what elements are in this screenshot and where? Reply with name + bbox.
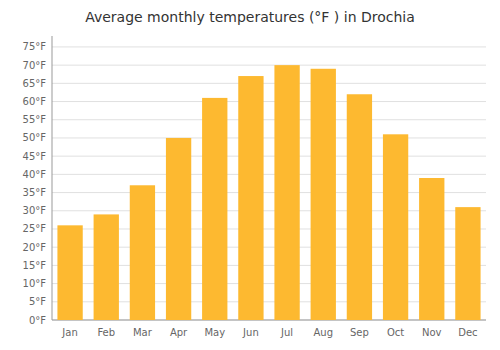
grid bbox=[52, 47, 486, 320]
y-tick-label: 45°F bbox=[23, 151, 47, 162]
y-tick-label: 0°F bbox=[29, 315, 46, 326]
y-tick-label: 65°F bbox=[23, 78, 47, 89]
y-tick-label: 15°F bbox=[23, 260, 47, 271]
x-tick-label: Jan bbox=[61, 327, 77, 338]
y-tick-label: 50°F bbox=[23, 132, 47, 143]
x-tick-label: Dec bbox=[458, 327, 477, 338]
y-tick-label: 25°F bbox=[23, 223, 47, 234]
bar bbox=[455, 207, 480, 320]
bar bbox=[311, 69, 336, 320]
grid-line bbox=[52, 65, 486, 66]
chart-container: Average monthly temperatures (°F ) in Dr… bbox=[0, 0, 500, 350]
y-tick-label: 55°F bbox=[23, 114, 47, 125]
bar bbox=[94, 214, 119, 320]
x-tick-label: Jul bbox=[280, 327, 293, 338]
bars bbox=[57, 65, 480, 320]
x-tick-label: Nov bbox=[422, 327, 442, 338]
bar bbox=[130, 185, 155, 320]
y-tick-label: 10°F bbox=[23, 278, 47, 289]
grid-line bbox=[52, 119, 486, 120]
y-tick-label: 5°F bbox=[29, 296, 46, 307]
bar bbox=[57, 225, 82, 320]
bar bbox=[238, 76, 263, 320]
bar bbox=[202, 98, 227, 320]
y-tick-label: 40°F bbox=[23, 169, 47, 180]
y-tick-label: 30°F bbox=[23, 205, 47, 216]
bar bbox=[166, 138, 191, 320]
y-tick-label: 70°F bbox=[23, 60, 47, 71]
x-tick-label: Apr bbox=[170, 327, 188, 338]
chart: Average monthly temperatures (°F ) in Dr… bbox=[0, 0, 500, 350]
grid-line bbox=[52, 83, 486, 84]
y-tick-label: 75°F bbox=[23, 41, 47, 52]
bar bbox=[383, 134, 408, 320]
x-tick-label: Aug bbox=[313, 327, 333, 338]
grid-line bbox=[52, 137, 486, 138]
bar bbox=[347, 94, 372, 320]
x-tick-label: Jun bbox=[242, 327, 259, 338]
y-tick-label: 60°F bbox=[23, 96, 47, 107]
x-tick-label: May bbox=[204, 327, 225, 338]
grid-line bbox=[52, 174, 486, 175]
grid-line bbox=[52, 101, 486, 102]
grid-line bbox=[52, 46, 486, 47]
title: Average monthly temperatures (°F ) in Dr… bbox=[85, 9, 415, 25]
y-tick-label: 35°F bbox=[23, 187, 47, 198]
y-tick-label: 20°F bbox=[23, 242, 47, 253]
y-axis-line bbox=[52, 36, 53, 320]
x-tick-label: Oct bbox=[387, 327, 404, 338]
grid-line bbox=[52, 156, 486, 157]
bar bbox=[274, 65, 299, 320]
x-tick-label: Sep bbox=[350, 327, 369, 338]
x-tick-label: Mar bbox=[133, 327, 153, 338]
x-tick-label: Feb bbox=[97, 327, 115, 338]
bar bbox=[419, 178, 444, 320]
